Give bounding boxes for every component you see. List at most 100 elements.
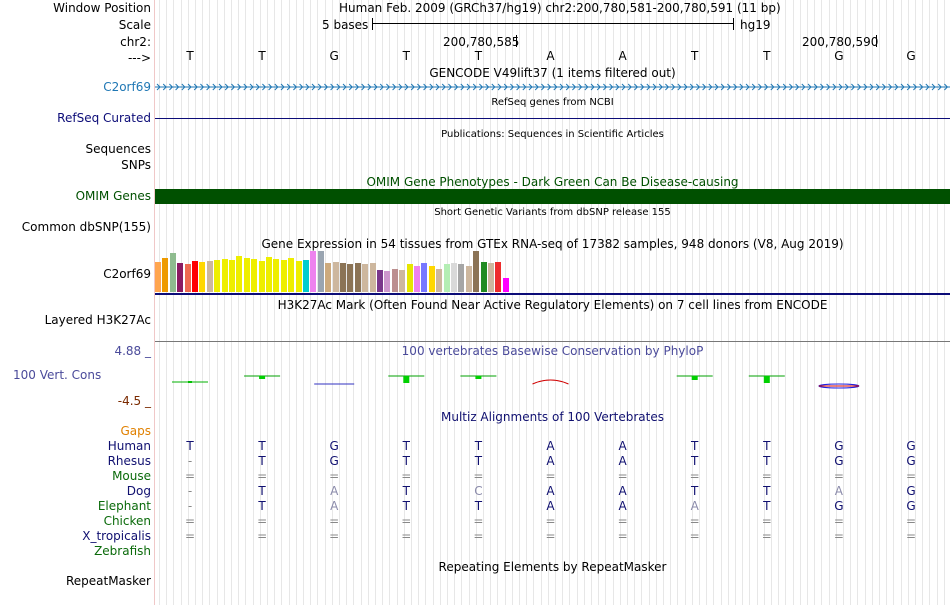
gtex-tissue-bar[interactable] xyxy=(436,269,443,292)
gtex-tissue-bar[interactable] xyxy=(273,259,280,292)
gtex-tissue-bar[interactable] xyxy=(428,266,435,292)
alignment-base: G xyxy=(906,454,916,468)
conservation-value[interactable] xyxy=(532,379,569,385)
gtex-tissue-bar[interactable] xyxy=(340,263,346,292)
alignment-base: A xyxy=(546,454,555,468)
gtex-tissue-bar[interactable] xyxy=(214,260,221,292)
alignment-base: = xyxy=(905,469,917,483)
gtex-tissue-bar[interactable] xyxy=(303,260,309,292)
gtex-tissue-bar[interactable] xyxy=(384,271,391,292)
scale-bar-left-tick xyxy=(372,18,373,30)
label-gaps: Gaps xyxy=(120,424,151,438)
alignment-base: = xyxy=(545,514,556,528)
gtex-tissue-bar[interactable] xyxy=(243,258,250,292)
label-strand[interactable]: ---> xyxy=(127,51,151,65)
alignment-base: T xyxy=(258,439,266,453)
gtex-tissue-bar[interactable] xyxy=(199,262,206,292)
gtex-tissue-bar[interactable] xyxy=(502,278,509,292)
label-dbsnp-track[interactable]: Common dbSNP(155) xyxy=(21,220,151,234)
gtex-tissue-bar[interactable] xyxy=(465,266,472,292)
gtex-tissue-bar[interactable] xyxy=(399,270,406,292)
h3k27ac-track-title: H3K27Ac Mark (Often Found Near Active Re… xyxy=(277,298,828,312)
species-label[interactable]: X_tropicalis xyxy=(82,529,151,543)
alignment-base: G xyxy=(906,499,916,513)
conservation-value[interactable] xyxy=(172,381,208,383)
gencode-gene-feature[interactable] xyxy=(155,80,950,94)
alignment-base: = xyxy=(329,469,340,483)
gtex-tissue-bar[interactable] xyxy=(155,262,161,292)
gtex-tissue-bar[interactable] xyxy=(354,263,361,292)
species-label[interactable]: Human xyxy=(107,439,151,453)
gtex-tissue-bar[interactable] xyxy=(184,264,191,292)
gtex-tissue-bar[interactable] xyxy=(488,263,494,292)
gtex-tissue-bar[interactable] xyxy=(280,260,287,292)
species-label[interactable]: Zebrafish xyxy=(94,544,151,558)
label-gencode-track[interactable]: C2orf69 xyxy=(103,80,151,94)
gtex-tissue-bar[interactable] xyxy=(251,259,258,292)
gtex-tissue-bar[interactable] xyxy=(192,261,198,292)
gtex-tissue-bar[interactable] xyxy=(443,264,450,292)
gtex-tissue-bar[interactable] xyxy=(258,261,265,292)
conservation-value[interactable] xyxy=(818,383,860,389)
label-snps-track[interactable]: SNPs xyxy=(121,158,151,172)
label-cons-track[interactable]: 100 Vert. Cons xyxy=(13,368,102,382)
label-h3k27ac-track[interactable]: Layered H3K27Ac xyxy=(44,313,151,327)
alignment-base: T xyxy=(763,499,771,513)
species-label[interactable]: Rhesus xyxy=(107,454,151,468)
species-label[interactable]: Mouse xyxy=(112,469,151,483)
gtex-tissue-bar[interactable] xyxy=(169,253,176,292)
species-label[interactable]: Dog xyxy=(126,484,151,498)
track-area[interactable]: Human Feb. 2009 (GRCh37/hg19) chr2:200,7… xyxy=(155,0,950,605)
alignment-base: G xyxy=(906,439,916,453)
gtex-tissue-bar[interactable] xyxy=(391,269,398,292)
gtex-tissue-bar[interactable] xyxy=(414,266,420,292)
conservation-value[interactable] xyxy=(748,375,785,383)
gtex-tissue-bar[interactable] xyxy=(480,262,487,292)
conservation-value[interactable] xyxy=(388,375,425,383)
label-repeatmasker-track[interactable]: RepeatMasker xyxy=(65,574,151,588)
conservation-value[interactable] xyxy=(244,375,281,379)
alignment-base: T xyxy=(186,439,194,453)
gtex-tissue-bar[interactable] xyxy=(451,263,457,292)
conservation-value[interactable] xyxy=(676,375,713,380)
gtex-tissue-bar[interactable] xyxy=(162,258,169,292)
gtex-tissue-bar[interactable] xyxy=(325,263,332,292)
gtex-tissue-bar[interactable] xyxy=(288,258,295,292)
gtex-tissue-bar[interactable] xyxy=(347,264,354,292)
gtex-tissue-bar[interactable] xyxy=(317,251,324,292)
gtex-tissue-bar[interactable] xyxy=(332,262,339,292)
label-gtex-track[interactable]: C2orf69 xyxy=(103,267,151,281)
species-label[interactable]: Chicken xyxy=(103,514,151,528)
gtex-tissue-bar[interactable] xyxy=(206,261,213,292)
species-label[interactable]: Elephant xyxy=(97,499,151,513)
gtex-tissue-bar[interactable] xyxy=(266,257,272,292)
label-refseq-track[interactable]: RefSeq Curated xyxy=(57,111,151,125)
alignment-base: = xyxy=(617,529,628,543)
gtex-tissue-bar[interactable] xyxy=(229,260,235,292)
omim-gene-bar[interactable] xyxy=(155,189,950,204)
gtex-tissue-bar[interactable] xyxy=(295,261,302,292)
gtex-tissue-bar[interactable] xyxy=(495,262,502,292)
gtex-tissue-bar[interactable] xyxy=(377,270,383,292)
gtex-tissue-bar[interactable] xyxy=(369,263,376,292)
conservation-value[interactable] xyxy=(460,375,497,379)
refseq-gene-line[interactable] xyxy=(155,118,950,119)
base-letter: G xyxy=(329,49,339,63)
gtex-expression-bars[interactable] xyxy=(155,251,555,292)
base-letter: T xyxy=(474,49,483,63)
gtex-tissue-bar[interactable] xyxy=(458,264,465,292)
gtex-tissue-bar[interactable] xyxy=(362,264,369,292)
conservation-plot[interactable] xyxy=(155,360,950,400)
gtex-tissue-bar[interactable] xyxy=(406,264,413,292)
label-sequences-track[interactable]: Sequences xyxy=(85,142,151,156)
gtex-tissue-bar[interactable] xyxy=(310,251,317,292)
alignment-base: = xyxy=(761,469,772,483)
gtex-tissue-bar[interactable] xyxy=(221,259,228,292)
gtex-tissue-bar[interactable] xyxy=(473,251,480,292)
alignment-base: T xyxy=(474,454,483,468)
gtex-tissue-bar[interactable] xyxy=(177,263,184,292)
gtex-tissue-bar[interactable] xyxy=(236,256,243,292)
label-omim-track[interactable]: OMIM Genes xyxy=(75,189,151,203)
gtex-tissue-bar[interactable] xyxy=(421,263,428,292)
